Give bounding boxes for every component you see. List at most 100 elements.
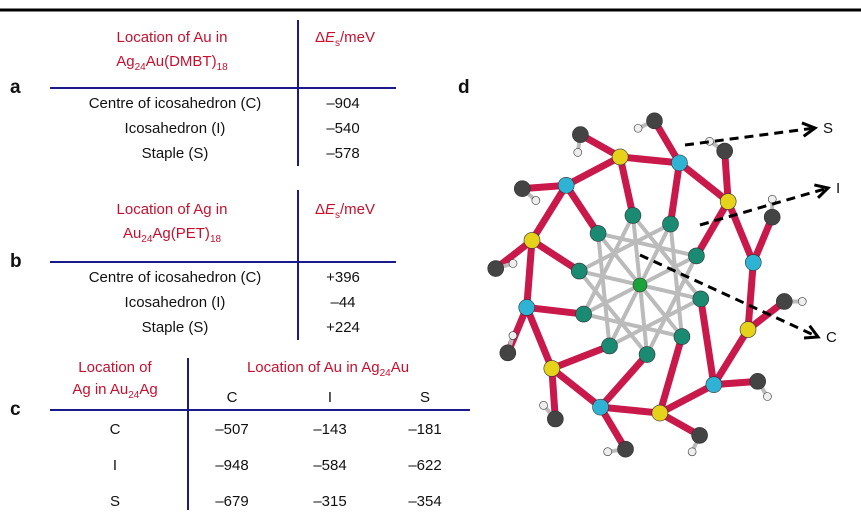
atom <box>776 293 792 309</box>
panel-label: d <box>458 77 470 98</box>
molecule-image <box>488 113 807 457</box>
cell-value: –948 <box>215 457 248 474</box>
atom <box>764 209 780 225</box>
header: Location of Au in <box>117 29 228 46</box>
atom <box>574 148 582 156</box>
atom <box>706 377 722 393</box>
atom <box>593 399 609 415</box>
cell-value: –578 <box>326 145 359 162</box>
atom <box>745 255 761 271</box>
atom <box>688 448 696 456</box>
bond <box>552 346 610 369</box>
bond <box>527 307 584 314</box>
atom <box>688 248 704 264</box>
header-formula: Ag24Au(DMBT)18 <box>116 53 228 73</box>
bond <box>552 368 601 407</box>
atom <box>514 181 530 197</box>
atom <box>625 207 641 223</box>
atom <box>572 127 588 143</box>
pointer-label: I <box>836 180 840 197</box>
atom <box>750 373 766 389</box>
column-header: C <box>227 389 238 406</box>
panel-label: a <box>10 77 21 98</box>
pointer-arrow <box>685 128 815 145</box>
atom <box>646 113 662 129</box>
atom <box>674 329 690 345</box>
atom <box>590 225 606 241</box>
bond <box>696 202 728 256</box>
bond <box>620 157 679 163</box>
pointer-arrow <box>640 255 818 337</box>
header: Location of Ag in <box>117 201 228 218</box>
atom <box>488 261 504 277</box>
atom <box>544 360 560 376</box>
atom <box>576 306 592 322</box>
cell-value: –181 <box>408 421 441 438</box>
cell-value: –143 <box>313 421 346 438</box>
atom <box>509 259 517 267</box>
bond <box>714 330 748 385</box>
column-header: S <box>420 389 430 406</box>
atom <box>798 297 806 305</box>
atom <box>524 232 540 248</box>
atom <box>720 194 736 210</box>
bond <box>670 163 679 224</box>
atom <box>509 332 517 340</box>
header-formula: Ag in Au24Ag <box>72 381 157 401</box>
atom <box>519 299 535 315</box>
atom <box>558 177 574 193</box>
bond <box>527 240 532 307</box>
pointer-label: C <box>826 329 837 346</box>
atom <box>693 291 709 307</box>
bond <box>527 307 552 368</box>
row-label: C <box>110 421 121 438</box>
bond <box>566 185 598 233</box>
bond <box>701 299 714 385</box>
cell-value: +224 <box>326 319 360 336</box>
atom <box>639 347 655 363</box>
cell-value: –679 <box>215 493 248 510</box>
row-label: Centre of icosahedron (C) <box>89 269 262 286</box>
atom <box>618 441 634 457</box>
bond <box>532 185 566 240</box>
column-header: I <box>328 389 332 406</box>
energy-header: ΔEs/meV <box>315 29 375 49</box>
row-label: Staple (S) <box>142 319 209 336</box>
panel-label: b <box>10 251 22 272</box>
row-label: I <box>113 457 117 474</box>
cell-value: –584 <box>313 457 346 474</box>
atom <box>717 143 733 159</box>
row-label: Icosahedron (I) <box>125 294 226 311</box>
atom <box>662 216 678 232</box>
cell-value: –315 <box>313 493 346 510</box>
panel-label: c <box>10 399 21 420</box>
row-label: S <box>110 493 120 510</box>
figure: a Location of Au in Ag24Au(DMBT)18 ΔEs/m… <box>0 0 861 515</box>
cell-value: –44 <box>330 294 355 311</box>
bond <box>532 240 579 271</box>
atom <box>634 124 642 132</box>
atom <box>633 278 647 292</box>
pointer-label: S <box>823 120 833 137</box>
bond <box>620 157 633 216</box>
atom <box>612 149 628 165</box>
header-formula: Au24Ag(PET)18 <box>123 225 222 245</box>
atom <box>547 411 563 427</box>
atom <box>602 338 618 354</box>
atom <box>671 155 687 171</box>
energy-header: ΔEs/meV <box>315 201 375 221</box>
header: Location of <box>78 359 152 376</box>
cell-value: –507 <box>215 421 248 438</box>
row-label: Icosahedron (I) <box>125 120 226 137</box>
bond <box>670 224 681 337</box>
cell-value: –540 <box>326 120 359 137</box>
bond <box>598 233 609 346</box>
cell-value: –622 <box>408 457 441 474</box>
row-label: Staple (S) <box>142 145 209 162</box>
atom <box>692 427 708 443</box>
atom <box>763 392 771 400</box>
atom <box>604 448 612 456</box>
atom <box>500 345 516 361</box>
cell-value: –354 <box>408 493 441 510</box>
atom <box>652 405 668 421</box>
